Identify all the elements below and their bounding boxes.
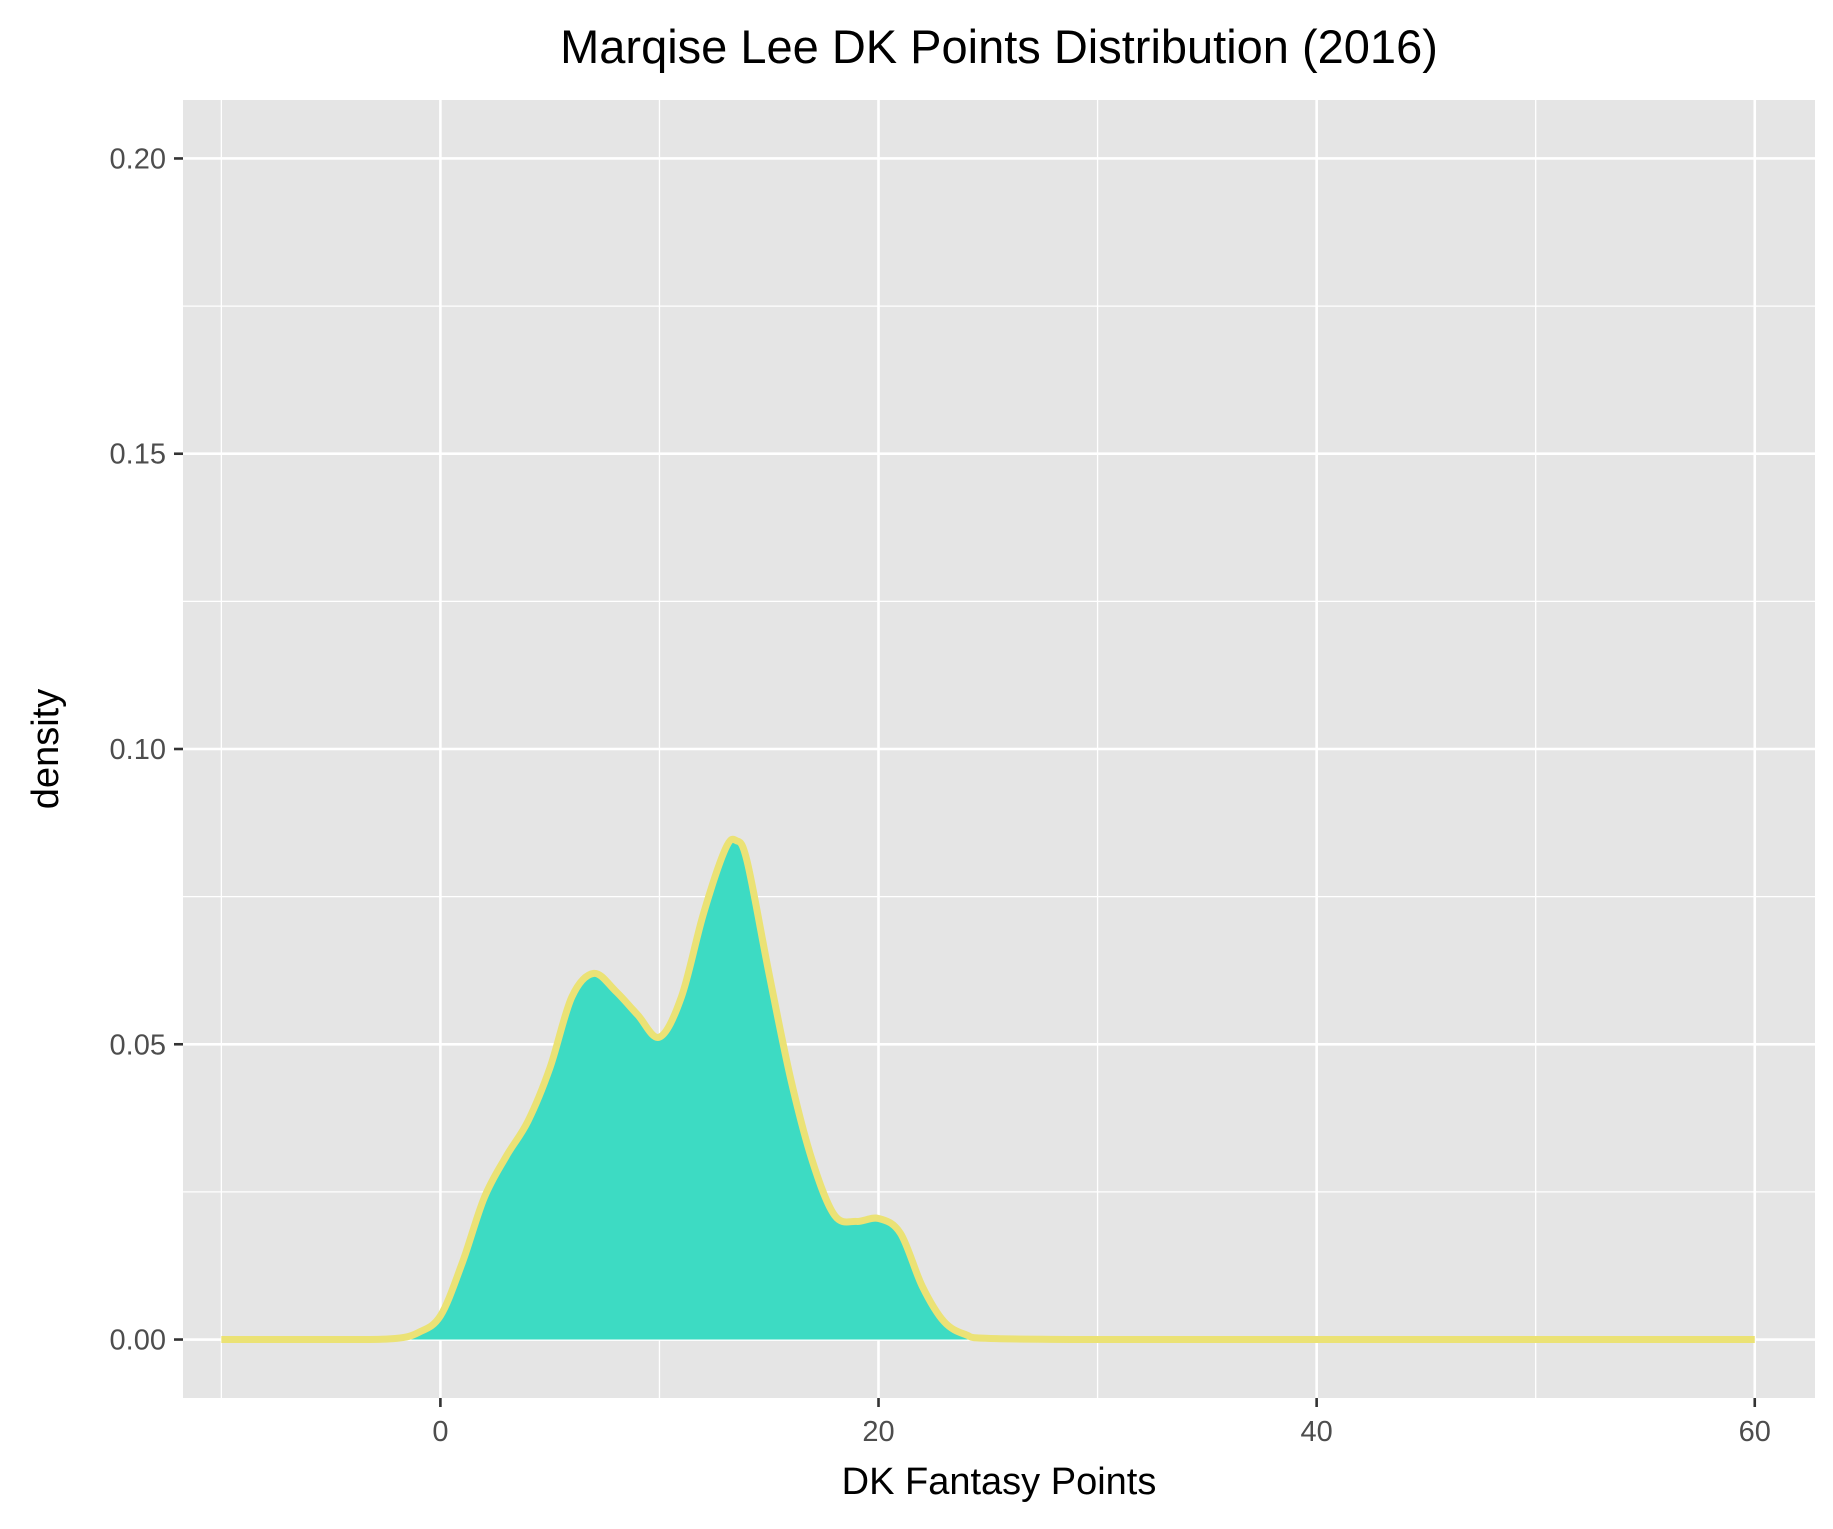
chart-title: Marqise Lee DK Points Distribution (2016…	[560, 20, 1438, 73]
y-axis: 0.00 0.05 0.10 0.15 0.20	[110, 143, 183, 1357]
y-tick-label: 0.20	[110, 143, 166, 175]
x-axis: 0 20 40 60	[432, 1398, 1771, 1448]
y-tick-label: 0.15	[110, 439, 166, 471]
x-axis-title: DK Fantasy Points	[842, 1461, 1157, 1503]
y-tick-label: 0.05	[110, 1029, 166, 1061]
density-series	[221, 835, 1755, 1344]
y-tick-label: 0.00	[110, 1325, 166, 1357]
density-curve-line	[221, 835, 1755, 1344]
density-area-fill	[221, 839, 1755, 1340]
y-axis-title: density	[25, 689, 67, 809]
major-gridlines	[183, 100, 1815, 1398]
x-tick-label: 0	[432, 1416, 448, 1448]
x-tick-label: 40	[1301, 1416, 1333, 1448]
x-tick-label: 60	[1739, 1416, 1771, 1448]
y-tick-label: 0.10	[110, 734, 166, 766]
x-tick-label: 20	[862, 1416, 894, 1448]
